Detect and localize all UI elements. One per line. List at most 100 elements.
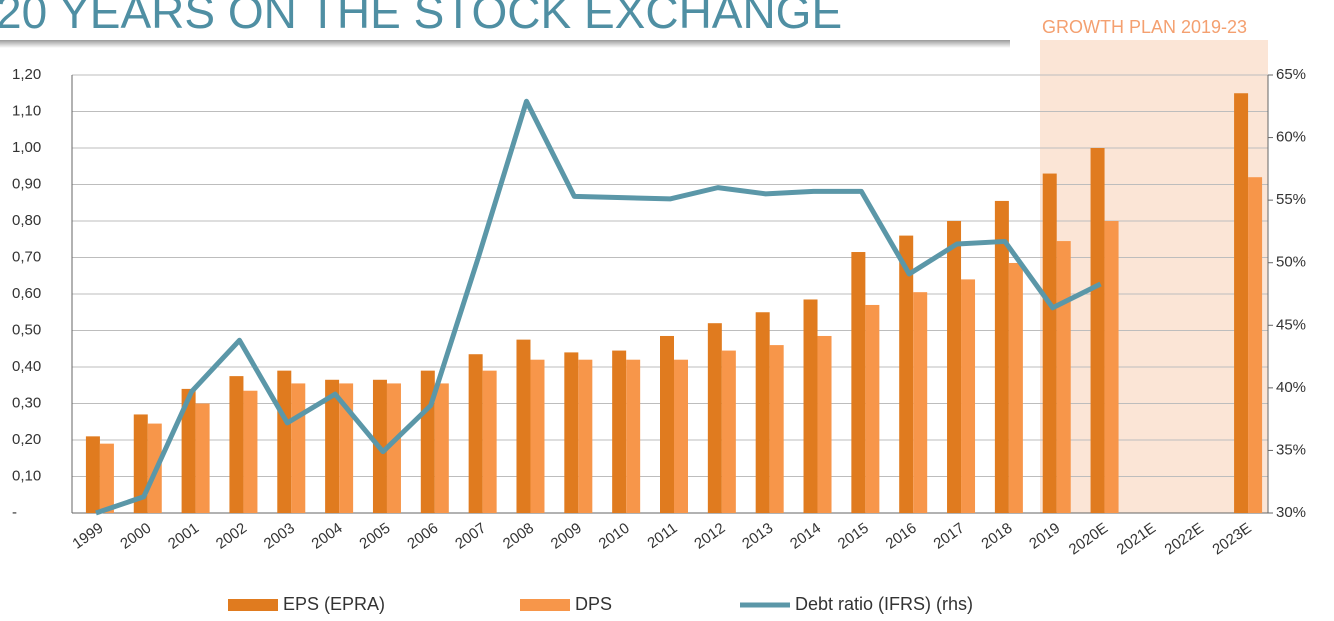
bar xyxy=(1090,148,1105,513)
bar xyxy=(243,390,258,513)
x-tick-label: 2010 xyxy=(596,520,633,553)
x-tick-label: 1999 xyxy=(69,520,106,553)
y2-tick-label: 50% xyxy=(1276,254,1306,271)
y2-tick-label: 35% xyxy=(1276,441,1306,458)
x-tick-label: 2011 xyxy=(644,520,680,552)
legend-label: DPS xyxy=(575,594,612,614)
bar xyxy=(229,376,244,513)
y-tick-label: - xyxy=(12,504,17,521)
bar xyxy=(1234,93,1249,513)
y-tick-label: 0,10 xyxy=(12,467,41,484)
x-tick-label: 2020E xyxy=(1066,520,1111,559)
bar xyxy=(195,403,210,513)
bar xyxy=(339,383,354,513)
annotation: GROWTH PLAN 2019-23 xyxy=(1042,17,1247,37)
legend-swatch xyxy=(520,599,570,611)
y2-tick-label: 30% xyxy=(1276,504,1306,521)
x-tick-label: 2017 xyxy=(931,520,968,553)
bar xyxy=(530,359,545,513)
y-tick-label: 1,20 xyxy=(12,66,41,83)
x-tick-label: 2009 xyxy=(548,520,585,553)
y-tick-label: 0,70 xyxy=(12,248,41,265)
y-tick-label: 0,60 xyxy=(12,285,41,302)
legend-label: EPS (EPRA) xyxy=(283,594,385,614)
bar xyxy=(769,345,784,513)
y-tick-label: 1,10 xyxy=(12,102,41,119)
bar xyxy=(1008,262,1023,513)
bar xyxy=(1056,241,1071,513)
bar xyxy=(1042,173,1057,514)
y-tick-label: 0,50 xyxy=(12,321,41,338)
bar xyxy=(899,235,914,513)
y-tick-label: 0,80 xyxy=(12,212,41,229)
x-tick-label: 2021E xyxy=(1114,520,1159,559)
bar xyxy=(386,383,401,513)
bar xyxy=(291,383,306,513)
growth-plan-shade xyxy=(1040,40,1268,513)
x-tick-label: 2000 xyxy=(117,520,154,553)
bar xyxy=(578,359,593,513)
bar xyxy=(660,335,674,513)
y-tick-label: 0,20 xyxy=(12,431,41,448)
bar xyxy=(468,354,483,513)
bar xyxy=(961,279,976,513)
bar xyxy=(817,335,832,513)
bar xyxy=(325,379,340,513)
bar xyxy=(721,350,736,513)
y-tick-label: 0,90 xyxy=(12,175,41,192)
plot: - 0,10 0,20 0,30 0,40 0,50 0,60 0,70 0,80 0,90 1,0… xyxy=(12,66,1306,614)
bar xyxy=(612,350,627,513)
y2-tick-label: 55% xyxy=(1276,191,1306,208)
x-tick-label: 2004 xyxy=(309,520,346,553)
x-tick-label: 2012 xyxy=(691,520,728,553)
y2-tick-label: 45% xyxy=(1276,316,1306,333)
bar xyxy=(516,339,531,513)
legend-label: Debt ratio (IFRS) (rhs) xyxy=(795,594,973,614)
title-shadow xyxy=(0,40,1010,48)
bar xyxy=(1248,177,1263,513)
x-tick-label: 2005 xyxy=(356,520,393,553)
x-tick-label: 2018 xyxy=(978,520,1015,553)
x-tick-label: 2001 xyxy=(165,520,202,553)
bar xyxy=(133,414,148,513)
x-tick-label: 2014 xyxy=(787,520,824,553)
bar xyxy=(994,200,1009,514)
bar xyxy=(674,359,688,513)
bar xyxy=(947,221,962,513)
bar xyxy=(851,252,866,513)
bar xyxy=(99,443,114,513)
x-tick-label: 2023E xyxy=(1209,520,1254,559)
y-tick-label: 0,40 xyxy=(12,358,41,375)
x-tick-label: 2019 xyxy=(1026,520,1063,553)
bar xyxy=(85,436,100,513)
x-tick-label: 2003 xyxy=(261,520,298,553)
x-tick-label: 2006 xyxy=(404,520,441,553)
bar xyxy=(865,304,880,513)
y2-tick-label: 40% xyxy=(1276,379,1306,396)
x-tick-label: 2008 xyxy=(500,520,537,553)
legend-swatch xyxy=(228,599,278,611)
bar xyxy=(1104,221,1119,513)
bar xyxy=(434,383,449,513)
bar xyxy=(181,388,196,513)
chart-title: 20 YEARS ON THE STOCK EXCHANGE xyxy=(0,0,842,38)
x-tick-label: 2015 xyxy=(835,520,872,553)
bar xyxy=(277,370,292,513)
bar xyxy=(707,323,722,513)
bar xyxy=(803,299,818,513)
bar xyxy=(482,370,497,513)
bar xyxy=(913,292,928,513)
y2-tick-label: 60% xyxy=(1276,129,1306,146)
x-tick-label: 2013 xyxy=(739,520,776,553)
y-tick-label: 1,00 xyxy=(12,139,41,156)
x-tick-label: 2002 xyxy=(213,520,250,553)
x-tick-label: 2016 xyxy=(883,520,920,553)
x-tick-label: 2022E xyxy=(1162,520,1207,559)
y2-tick-label: 65% xyxy=(1276,66,1306,83)
bar xyxy=(755,312,770,513)
bar xyxy=(564,352,579,513)
y-tick-label: 0,30 xyxy=(12,394,41,411)
x-tick-label: 2007 xyxy=(452,520,489,553)
